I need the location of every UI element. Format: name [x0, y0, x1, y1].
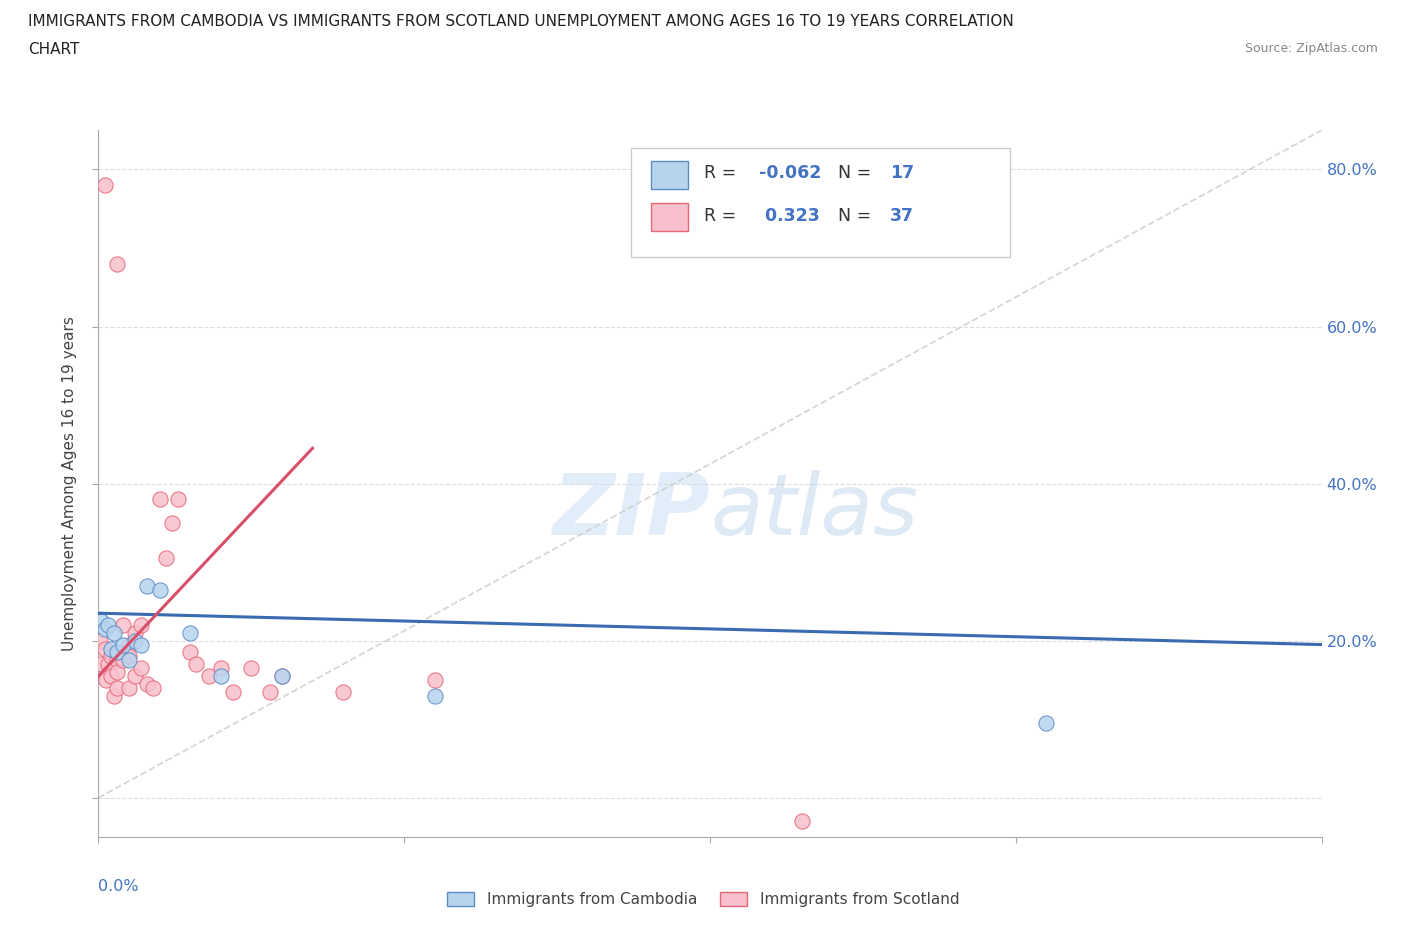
Point: [100, 641, 122, 656]
Point: [179, 625, 201, 640]
Point: [124, 633, 146, 648]
Text: N =: N =: [838, 206, 877, 225]
Point: [160, 515, 183, 530]
Point: [103, 625, 125, 640]
Point: [155, 551, 177, 565]
Text: -0.062: -0.062: [759, 165, 821, 182]
Point: [90, 657, 112, 671]
Point: [142, 681, 165, 696]
Point: [129, 637, 152, 652]
Point: [118, 649, 141, 664]
Point: [124, 669, 146, 684]
Point: [149, 492, 172, 507]
Point: [179, 645, 201, 660]
Point: [94, 672, 117, 687]
Point: [209, 669, 232, 684]
Text: CHART: CHART: [28, 42, 80, 57]
Text: IMMIGRANTS FROM CAMBODIA VS IMMIGRANTS FROM SCOTLAND UNEMPLOYMENT AMONG AGES 16 : IMMIGRANTS FROM CAMBODIA VS IMMIGRANTS F…: [28, 14, 1014, 29]
Text: 0.0%: 0.0%: [98, 880, 139, 895]
Point: [167, 492, 190, 507]
Point: [136, 676, 159, 691]
Text: ZIP: ZIP: [553, 471, 710, 553]
Point: [103, 688, 125, 703]
Point: [118, 653, 141, 668]
Point: [423, 672, 446, 687]
Text: R =: R =: [704, 165, 741, 182]
Y-axis label: Unemployment Among Ages 16 to 19 years: Unemployment Among Ages 16 to 19 years: [62, 316, 77, 651]
Point: [97, 618, 120, 632]
Point: [136, 578, 159, 593]
Point: [209, 660, 232, 675]
Point: [222, 684, 245, 699]
Point: [100, 649, 122, 664]
Point: [240, 660, 263, 675]
Bar: [651, 161, 688, 189]
Point: [186, 657, 208, 671]
Point: [118, 681, 141, 696]
Point: [423, 688, 446, 703]
Point: [129, 618, 152, 632]
Point: [129, 660, 152, 675]
Point: [93, 641, 115, 656]
Point: [105, 257, 128, 272]
Text: Source: ZipAtlas.com: Source: ZipAtlas.com: [1244, 42, 1378, 55]
Point: [97, 657, 120, 671]
Point: [270, 669, 292, 684]
Point: [197, 669, 219, 684]
Point: [790, 814, 813, 829]
Text: 0.323: 0.323: [759, 206, 820, 225]
Point: [100, 669, 122, 684]
Point: [332, 684, 354, 699]
Bar: [651, 203, 688, 232]
Point: [111, 637, 134, 652]
Point: [89, 633, 111, 648]
Point: [93, 621, 115, 636]
Point: [124, 625, 146, 640]
Point: [149, 582, 172, 597]
Text: 37: 37: [890, 206, 914, 225]
Text: atlas: atlas: [710, 471, 918, 553]
Text: N =: N =: [838, 165, 877, 182]
Point: [1035, 716, 1057, 731]
FancyBboxPatch shape: [630, 148, 1010, 258]
Legend: Immigrants from Cambodia, Immigrants from Scotland: Immigrants from Cambodia, Immigrants fro…: [440, 885, 966, 913]
Point: [105, 681, 128, 696]
Point: [105, 665, 128, 680]
Point: [93, 178, 115, 193]
Point: [90, 614, 112, 629]
Text: 17: 17: [890, 165, 914, 182]
Point: [118, 637, 141, 652]
Point: [105, 653, 128, 668]
Point: [270, 669, 292, 684]
Point: [111, 653, 134, 668]
Text: R =: R =: [704, 206, 741, 225]
Point: [259, 684, 281, 699]
Point: [111, 618, 134, 632]
Point: [105, 645, 128, 660]
